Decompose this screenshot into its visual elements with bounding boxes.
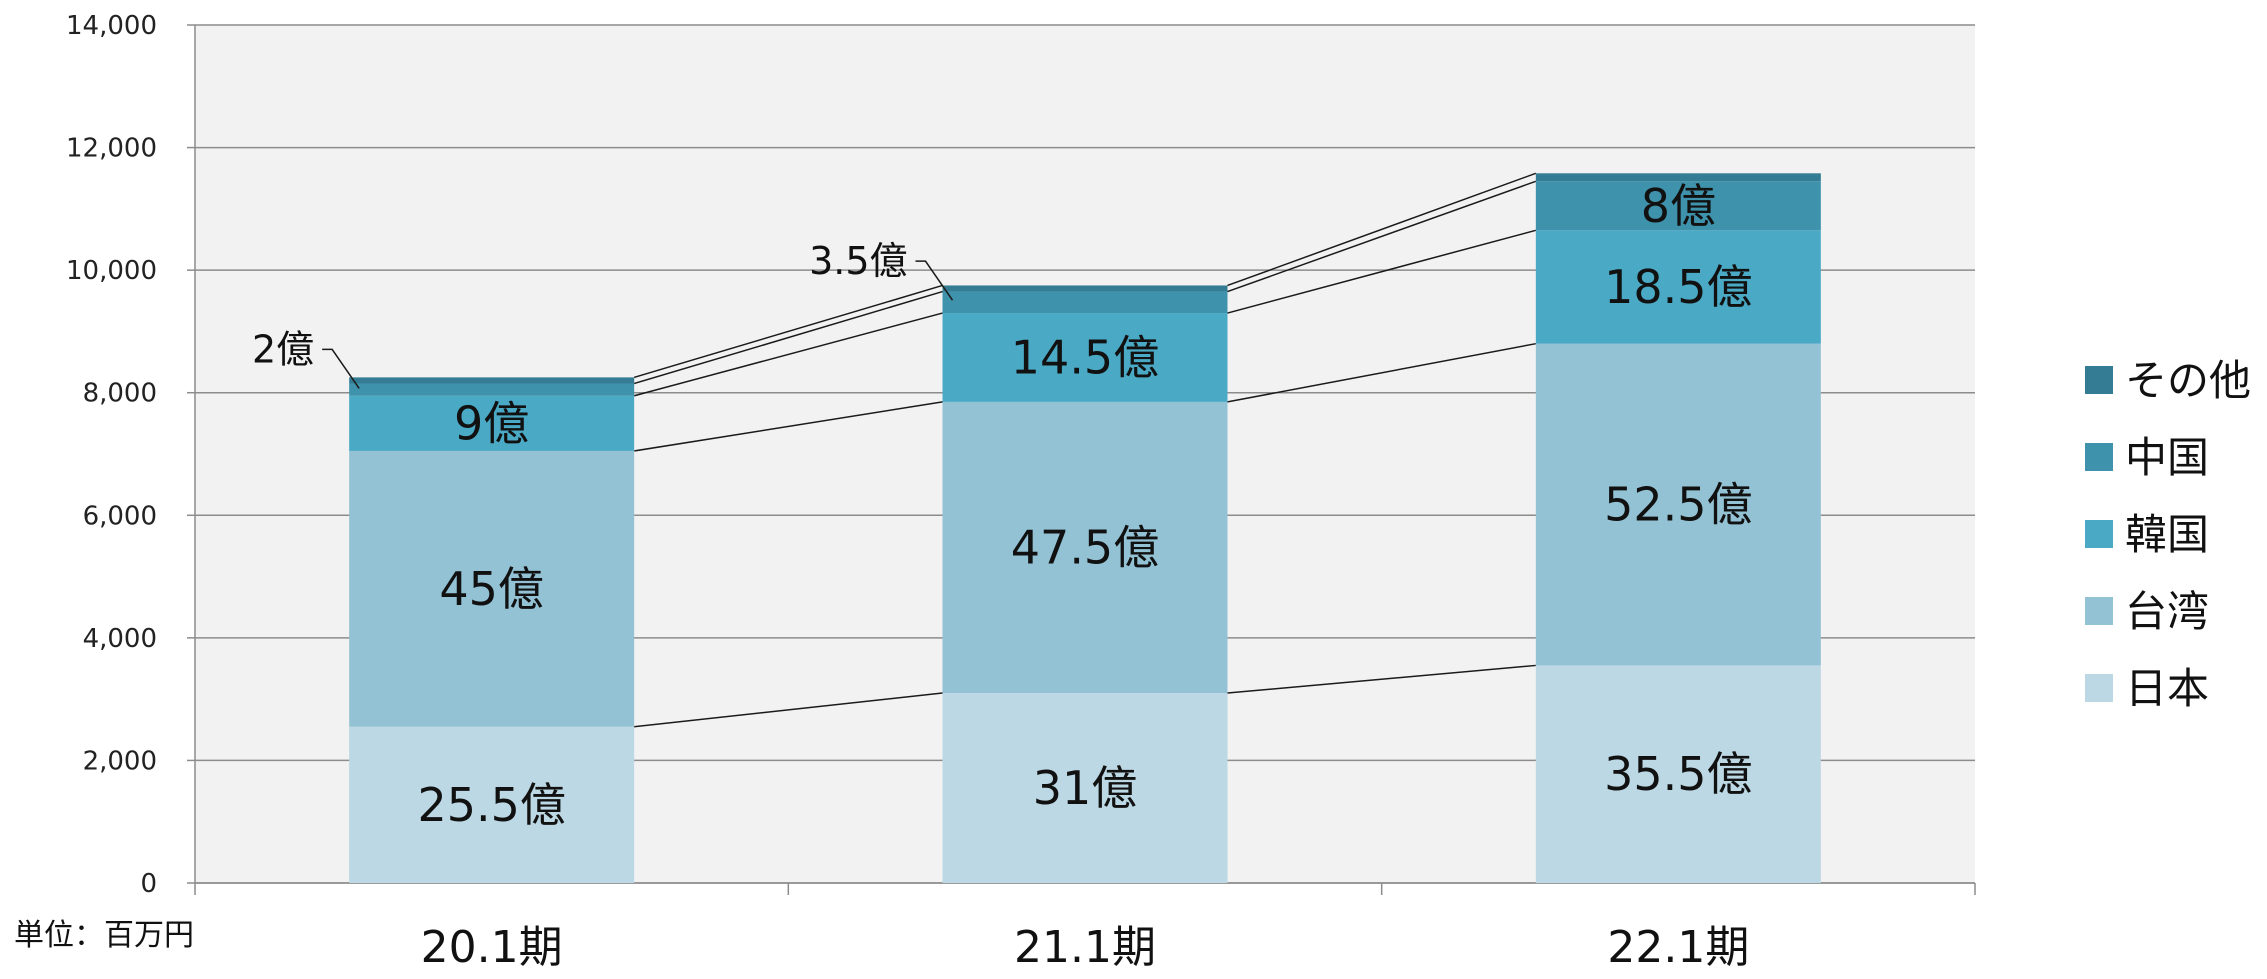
y-tick-label: 2,000 <box>83 746 157 776</box>
series-connector-line <box>633 290 943 385</box>
series-connector-line <box>1227 180 1537 293</box>
bar-segment <box>1535 173 1821 182</box>
data-label: 3.5億 <box>809 239 907 283</box>
y-tick-label: 0 <box>140 869 157 899</box>
data-label: 2億 <box>252 327 314 371</box>
series-connector-line <box>1227 172 1537 287</box>
legend-swatch <box>2085 674 2113 702</box>
bar-segment <box>942 693 1228 883</box>
bar-segment <box>349 377 635 384</box>
legend-swatch <box>2085 443 2113 471</box>
series-connector-line <box>1227 229 1537 314</box>
series-connector-line <box>634 401 943 452</box>
bar-segment <box>1535 230 1821 344</box>
data-label: 52.5億 <box>1604 478 1752 532</box>
bar-segment <box>1535 181 1821 231</box>
data-label: 18.5億 <box>1604 260 1752 314</box>
series-connector-line <box>1227 342 1536 403</box>
bar-segment <box>349 383 635 396</box>
y-tick-label: 12,000 <box>66 134 157 164</box>
bar-segment <box>942 291 1228 314</box>
x-category-label: 22.1期 <box>1607 922 1749 973</box>
data-label: 14.5億 <box>1011 330 1159 384</box>
x-category-label: 21.1期 <box>1014 922 1156 973</box>
bar-segment <box>1535 343 1821 666</box>
data-label: 35.5億 <box>1604 747 1752 801</box>
legend-swatch <box>2085 520 2113 548</box>
legend-swatch <box>2085 366 2113 394</box>
y-tick-label: 10,000 <box>66 256 157 286</box>
series-connector-line <box>1227 664 1536 694</box>
bar-segment <box>1535 665 1821 883</box>
legend-swatch <box>2085 597 2113 625</box>
data-label: 31億 <box>1033 761 1138 815</box>
bar-segment <box>349 450 635 727</box>
bar-segment <box>942 401 1228 694</box>
y-tick-label: 6,000 <box>83 501 157 531</box>
legend-label: 韓国 <box>2125 510 2209 559</box>
series-connector-line <box>633 312 943 397</box>
x-category-label: 20.1期 <box>421 922 563 973</box>
data-label: 9億 <box>454 396 529 450</box>
legend-label: 台湾 <box>2125 587 2209 636</box>
unit-label: 単位：百万円 <box>14 918 194 953</box>
data-label: 25.5億 <box>417 778 565 832</box>
data-label: 45億 <box>439 562 544 616</box>
data-label: 47.5億 <box>1011 520 1159 574</box>
series-connector-line <box>633 284 943 379</box>
bar-segment <box>942 285 1228 292</box>
y-tick-label: 8,000 <box>83 379 157 409</box>
label-leader-line <box>322 348 360 389</box>
bar-segment <box>942 313 1228 402</box>
bar-segment <box>349 395 635 451</box>
data-label: 8億 <box>1641 179 1716 233</box>
label-leader-line <box>915 260 954 301</box>
legend-label: 日本 <box>2125 664 2209 713</box>
y-tick-label: 4,000 <box>83 624 157 654</box>
y-tick-label: 14,000 <box>66 11 157 41</box>
series-connector-line <box>634 692 943 728</box>
legend-label: その他 <box>2125 356 2251 405</box>
bar-segment <box>349 726 635 883</box>
legend-label: 中国 <box>2125 433 2209 482</box>
